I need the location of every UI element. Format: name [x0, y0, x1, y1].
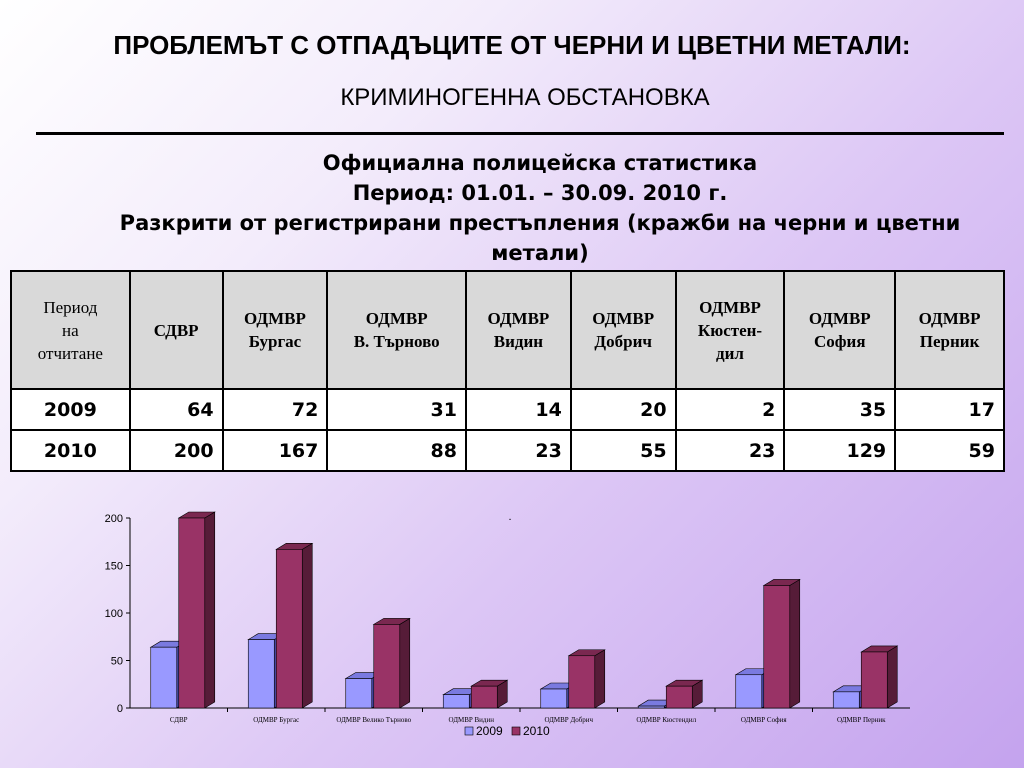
table-row: 2010 200 167 88 23 55 23 129 59 [10, 429, 1005, 472]
statistics-heading-line2: Период: 01.01. – 30.09. 2010 г. [352, 181, 728, 205]
col-header-v-tarnovo: ОДМВР В. Търново [326, 270, 467, 390]
legend-label: 2010 [523, 724, 550, 738]
col-header-burgas: ОДМВР Бургас [221, 270, 329, 390]
table-cell: 35 [783, 388, 897, 431]
y-tick-label: 150 [105, 561, 123, 573]
table-cell: 88 [326, 429, 467, 472]
x-tick-label: ОДМВР Велико Търново [336, 716, 411, 724]
table-cell: 2009 [10, 388, 131, 431]
table-cell: 72 [221, 388, 329, 431]
table-cell: 2010 [10, 429, 131, 472]
bar-side [594, 649, 606, 709]
bar [442, 694, 470, 709]
bar [470, 685, 498, 709]
x-tick-label: ОДМВР Бургас [253, 716, 299, 724]
col-header-period: Период на отчитане [10, 270, 131, 390]
y-tick-label: 0 [117, 703, 123, 715]
x-tick-label: ОДМВР София [741, 716, 787, 724]
bar [178, 517, 206, 709]
x-tick-label: ОДМВР Кюстендил [636, 716, 696, 724]
table-cell: 23 [674, 429, 786, 472]
bar [247, 639, 275, 709]
y-tick-label: 200 [105, 513, 123, 525]
bar-side [886, 645, 898, 709]
table-cell: 200 [128, 429, 224, 472]
legend-swatch [511, 726, 521, 736]
chart-annotation: . [508, 511, 511, 523]
bar [150, 646, 178, 709]
table-cell: 2 [674, 388, 786, 431]
bar [373, 624, 401, 709]
x-tick-label: ОДМВР Перник [837, 716, 886, 724]
bar [763, 585, 791, 709]
bar [665, 685, 693, 709]
col-header-vidin: ОДМВР Видин [465, 270, 572, 390]
table-cell: 55 [569, 429, 677, 472]
bar-side [301, 542, 313, 709]
bar [345, 678, 373, 709]
x-tick-label: СДВР [170, 716, 188, 724]
title-divider [36, 132, 1004, 135]
table-cell: 17 [894, 388, 1005, 431]
bar [275, 549, 303, 709]
statistics-table: Период на отчитане СДВР ОДМВР Бургас ОДМВР В… [10, 270, 1005, 472]
x-tick-label: ОДМВР Видин [449, 716, 495, 724]
table-header-row: Период на отчитане СДВР ОДМВР Бургас ОДМВР В… [10, 270, 1005, 390]
legend-swatch [464, 726, 474, 736]
page-subtitle: КРИМИНОГЕННА ОБСТАНОВКА [340, 84, 710, 111]
col-header-kyustendil: ОДМВР Кюстен-дил [674, 270, 786, 390]
table-cell: 23 [465, 429, 572, 472]
table-cell: 129 [783, 429, 897, 472]
table-cell: 31 [326, 388, 467, 431]
bar-chart: 0 50 100 150 200 СДВР ОДМВР Бургас ОДМВР Велико… [60, 500, 940, 750]
bar [860, 651, 888, 709]
table-cell: 14 [465, 388, 572, 431]
x-tick-label: ОДМВР Добрич [544, 716, 593, 724]
bar-chart-svg: 0 50 100 150 200 СДВР ОДМВР Бургас ОДМВР Велико… [105, 511, 910, 738]
bar [832, 691, 860, 709]
col-header-dobrich: ОДМВР Добрич [569, 270, 677, 390]
y-tick-label: 50 [111, 656, 123, 668]
bar-side [399, 617, 411, 709]
col-header-sofia: ОДМВР София [783, 270, 897, 390]
col-header-pernik: ОДМВР Перник [894, 270, 1005, 390]
page-title: ПРОБЛЕМЪТ С ОТПАДЪЦИТЕ ОТ ЧЕРНИ И ЦВЕТНИ… [113, 30, 911, 60]
legend-label: 2009 [476, 724, 503, 738]
statistics-heading-line1: Официална полицейска статистика [322, 151, 758, 175]
bar [637, 705, 665, 709]
table-row: 2009 64 72 31 14 20 2 35 17 [10, 388, 1005, 431]
table-cell: 59 [894, 429, 1005, 472]
table-cell: 167 [221, 429, 329, 472]
bar [568, 655, 596, 709]
bar [735, 674, 763, 709]
statistics-heading: Официална полицейска статистика Период: … [70, 148, 1010, 268]
table-cell: 64 [128, 388, 224, 431]
bar [540, 688, 568, 709]
table-cell: 20 [569, 388, 677, 431]
bar-side [789, 578, 801, 709]
bar-side [204, 511, 216, 709]
col-header-sdvr: СДВР [128, 270, 224, 390]
statistics-heading-line3: Разкрити от регистрирани престъпления (к… [119, 211, 961, 265]
y-tick-label: 100 [105, 608, 123, 620]
